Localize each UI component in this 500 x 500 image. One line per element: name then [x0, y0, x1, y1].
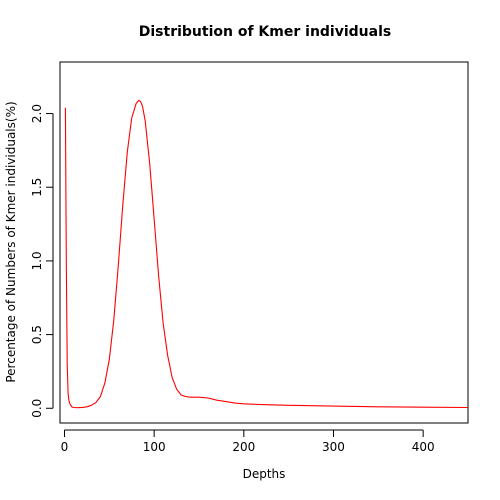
x-tick-label: 200	[232, 440, 255, 454]
y-tick-label: 1.5	[30, 178, 44, 197]
series-group	[64, 99, 469, 409]
y-tick-label: 0.0	[30, 399, 44, 418]
x-tick-label: 0	[61, 440, 69, 454]
plot-frame	[59, 61, 469, 424]
y-axis: 0.0 0.5 1.0 1.5 2.0	[30, 104, 54, 418]
x-tick-label: 100	[143, 440, 166, 454]
x-axis: 0 100 200 300 400	[61, 429, 435, 454]
chart-title: Distribution of Kmer individuals	[139, 24, 391, 40]
y-tick-label: 1.0	[30, 251, 44, 270]
y-tick-label: 2.0	[30, 104, 44, 123]
x-tick-label: 300	[322, 440, 345, 454]
y-axis-label: Percentage of Numbers of Kmer individual…	[4, 101, 18, 382]
x-axis-label: Depths	[243, 467, 286, 481]
series-line-0	[64, 99, 469, 409]
y-tick-label: 0.5	[30, 325, 44, 344]
x-tick-label: 400	[412, 440, 435, 454]
